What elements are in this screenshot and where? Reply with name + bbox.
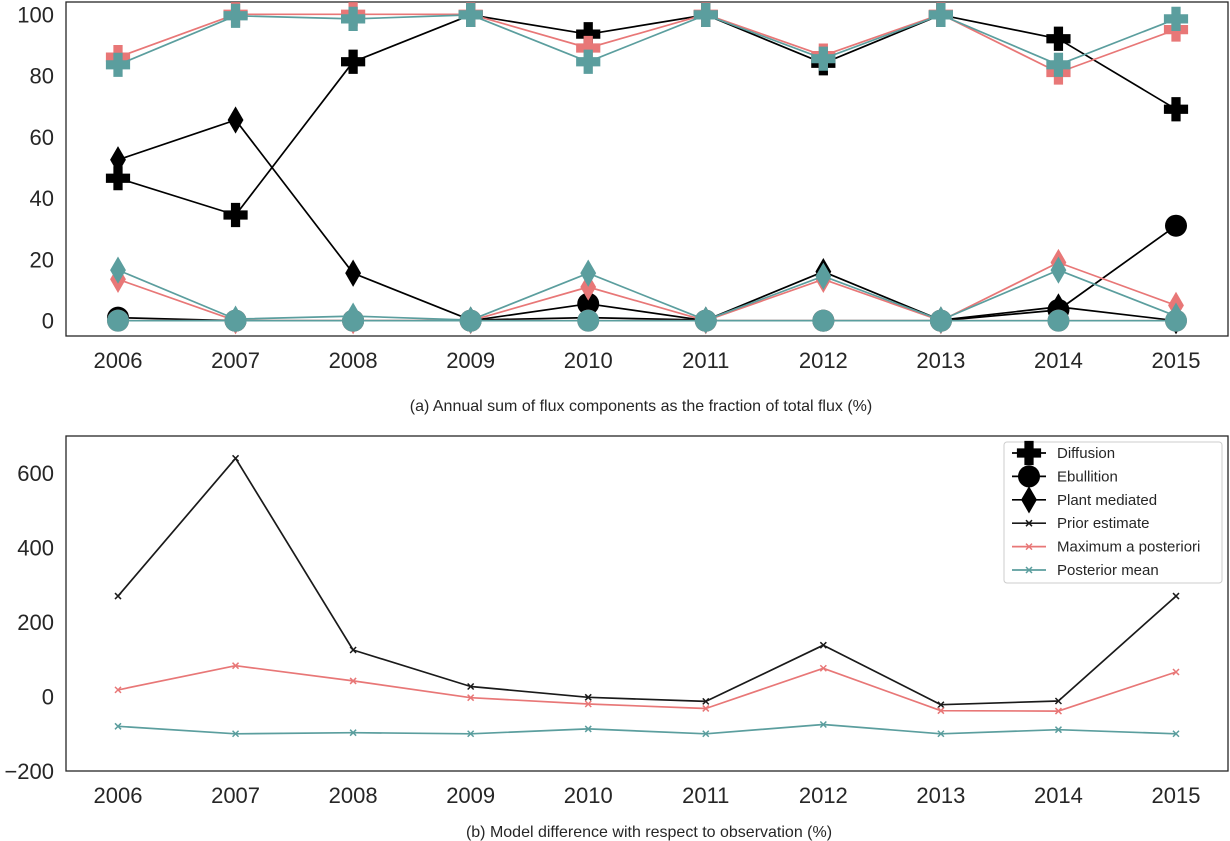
x-tick-label: 2010 [564, 783, 613, 808]
legend-label: Maximum a posteriori [1057, 539, 1200, 556]
x-tick-label: 2013 [916, 348, 965, 373]
x-tick-label: 2007 [211, 783, 260, 808]
legend-label: Diffusion [1057, 445, 1115, 462]
x-tick-label: 2013 [916, 783, 965, 808]
x-tick-label: 2015 [1152, 348, 1201, 373]
x-tick-label: 2011 [682, 348, 729, 373]
y-tick-label: 600 [17, 461, 54, 486]
x-tick-label: 2010 [564, 348, 613, 373]
x-tick-label: 2008 [329, 783, 378, 808]
y-tick-label: 400 [17, 536, 54, 561]
legend-label: Prior estimate [1057, 515, 1150, 532]
legend-item-diffusion: Diffusion [1012, 441, 1115, 465]
y-tick-label: 100 [17, 2, 54, 27]
x-tick-label: 2009 [446, 348, 495, 373]
x-tick-label: 2006 [94, 783, 143, 808]
plot-frame [66, 2, 1228, 336]
x-tick-label: 2011 [682, 783, 729, 808]
data-point-circle [1165, 215, 1187, 237]
legend-marker-circle [1018, 465, 1040, 487]
x-tick-label: 2012 [799, 348, 848, 373]
x-tick-label: 2006 [94, 348, 143, 373]
y-tick-label: 0 [42, 309, 54, 334]
panel-a: 0 20 40 60 80 100 2006 2007 2008 2009 2010 2011 2012… [17, 2, 1228, 373]
y-tick-label: 60 [30, 125, 54, 150]
y-tick-label: −200 [4, 759, 54, 784]
caption-a: (a) Annual sum of flux components as the… [410, 398, 872, 415]
data-point-circle [812, 310, 834, 332]
legend-item-ebullition: Ebullition [1012, 465, 1118, 487]
x-tick-label: 2015 [1152, 783, 1201, 808]
y-tick-label: 200 [17, 610, 54, 635]
legend-label: Plant mediated [1057, 492, 1157, 509]
x-tick-label: 2008 [329, 348, 378, 373]
y-tick-label: 40 [30, 186, 54, 211]
x-tick-label: 2014 [1034, 783, 1083, 808]
x-tick-label: 2009 [446, 783, 495, 808]
legend-label: Ebullition [1057, 468, 1118, 485]
figure: 0 20 40 60 80 100 2006 2007 2008 2009 2010 2011 2012… [0, 0, 1230, 841]
x-tick-label: 2014 [1034, 348, 1083, 373]
legend-label: Posterior mean [1057, 562, 1159, 579]
x-tick-label: 2012 [799, 783, 848, 808]
x-tick-label: 2007 [211, 348, 260, 373]
caption-b: (b) Model difference with respect to obs… [466, 824, 832, 841]
legend: Diffusion Ebullition Plant mediated Prior e… [1004, 441, 1222, 583]
data-point-circle [107, 310, 129, 332]
y-tick-label: 80 [30, 64, 54, 89]
y-tick-label: 0 [42, 685, 54, 710]
data-point-circle [1047, 310, 1069, 332]
y-tick-label: 20 [30, 247, 54, 272]
data-point-circle [577, 310, 599, 332]
